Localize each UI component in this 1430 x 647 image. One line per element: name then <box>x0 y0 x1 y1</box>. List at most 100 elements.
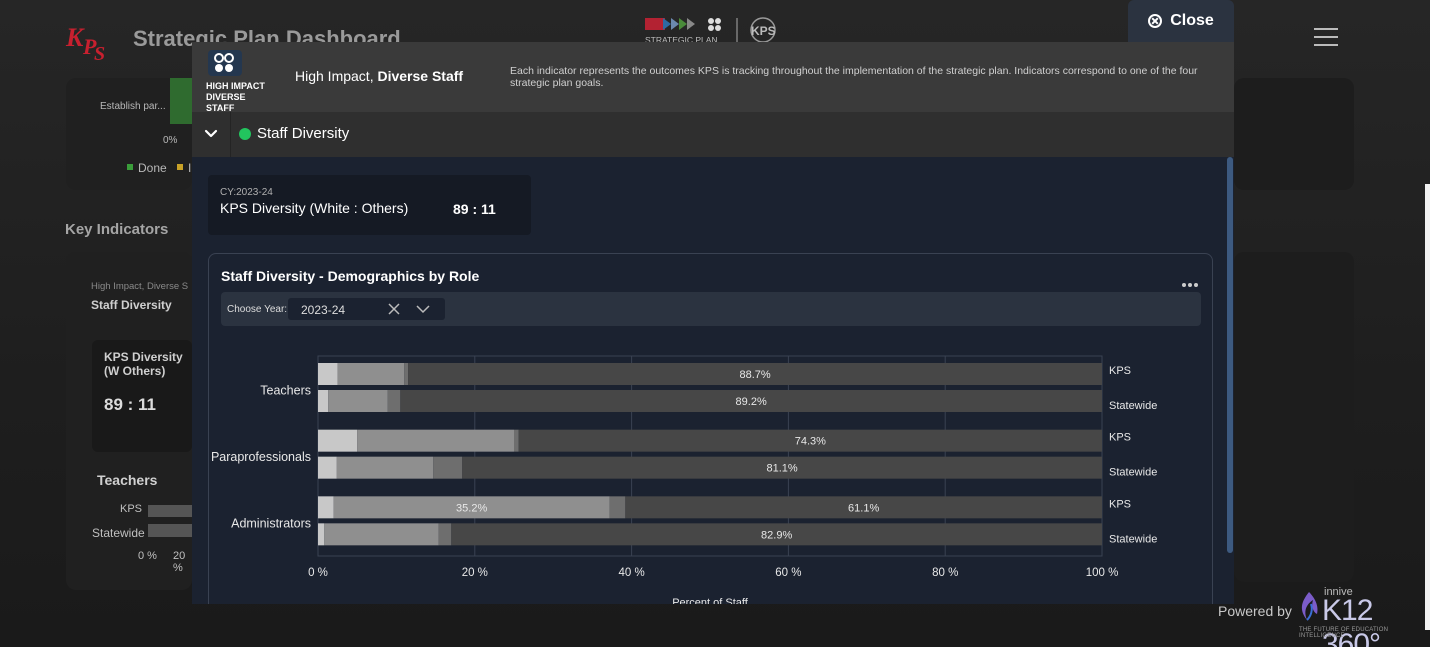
bg-card-title: Staff Diversity <box>91 298 172 312</box>
legend-done-swatch <box>127 164 133 170</box>
bg-tick-20: 20 % <box>173 550 186 574</box>
k12-360-logo-icon <box>1301 592 1318 621</box>
high-impact-diverse-staff-icon: HIGH IMPACT DIVERSE STAFF <box>206 50 274 113</box>
bar-segment <box>387 390 401 412</box>
goal-name: High Impact, Diverse Staff <box>295 68 463 84</box>
key-indicators-heading: Key Indicators <box>65 221 169 238</box>
data-label: 81.1% <box>767 463 798 475</box>
svg-text:KPS: KPS <box>751 24 776 38</box>
bar-segment <box>408 363 1102 385</box>
clear-selection-icon[interactable] <box>387 302 401 316</box>
goal-icon-label-2: DIVERSE STAFF <box>206 92 246 113</box>
data-label: 61.1% <box>848 502 879 514</box>
bg-kpi-name: KPS Diversity (W Others) <box>104 350 183 378</box>
close-circle-icon <box>1148 14 1163 28</box>
people-circles-icon <box>208 50 242 76</box>
powered-by-label: Powered by <box>1218 603 1292 619</box>
bg-bar-statewide <box>148 524 192 537</box>
collapse-chevron-icon[interactable] <box>203 126 219 142</box>
background-indicator-card: High Impact, Diverse S Staff Diversity K… <box>66 252 192 590</box>
bar-segment <box>328 390 388 412</box>
bg-progress-bar <box>170 78 192 124</box>
hamburger-menu-icon[interactable] <box>1314 28 1338 48</box>
bar-segment <box>518 429 1102 452</box>
background-right-panel-top <box>1234 78 1354 190</box>
category-label: Teachers <box>260 383 311 397</box>
vendor-tagline: THE FUTURE OF EDUCATION INTELLIGENCE <box>1299 627 1389 639</box>
demographics-chart-card: Staff Diversity - Demographics by Role C… <box>208 253 1213 604</box>
more-options-icon[interactable] <box>1182 274 1202 287</box>
x-tick-label: 60 % <box>775 567 801 579</box>
window-edge <box>1425 184 1430 630</box>
data-label: 88.7% <box>739 369 770 381</box>
bar-segment <box>318 363 338 385</box>
year-select-value: 2023-24 <box>301 303 346 317</box>
strategic-plan-logo: STRATEGIC PLAN KPS <box>645 17 776 44</box>
bg-row-kps: KPS <box>120 503 143 515</box>
legend-other-label: I <box>188 161 192 175</box>
goal-name-prefix: High Impact, <box>295 68 378 84</box>
bar-row-label: KPS <box>1109 432 1131 444</box>
bar-segment <box>462 456 1102 479</box>
bar-segment <box>318 429 358 452</box>
bg-kpi-card: KPS Diversity (W Others) 89 : 11 <box>92 340 192 452</box>
close-button-label: Close <box>1170 12 1214 29</box>
bar-segment <box>609 496 626 519</box>
bg-teachers-label: Teachers <box>97 472 158 488</box>
kpi-card: CY:2023-24 KPS Diversity (White : Others… <box>208 175 531 235</box>
bar-segment <box>337 363 405 385</box>
bar-segment <box>318 390 329 412</box>
year-select[interactable]: 2023-24 <box>288 298 445 320</box>
indicator-modal: HIGH IMPACT DIVERSE STAFF High Impact, D… <box>192 42 1234 604</box>
bar-segment <box>625 496 1102 519</box>
bg-row-statewide: Statewide <box>92 526 145 540</box>
bar-segment <box>514 429 519 452</box>
dropdown-chevron-icon[interactable] <box>416 303 430 315</box>
bar-segment <box>333 496 610 519</box>
bar-segment <box>324 523 439 546</box>
bg-zero-label: 0% <box>163 135 178 146</box>
category-label: Administrators <box>231 517 311 531</box>
legend-done-label: Done <box>138 161 167 175</box>
bar-segment <box>438 523 452 546</box>
x-tick-label: 80 % <box>932 567 958 579</box>
bar-segment <box>318 456 337 479</box>
bar-segment <box>433 456 463 479</box>
vendor-main-label: K12 360° <box>1322 594 1381 647</box>
close-button[interactable]: Close <box>1128 0 1234 42</box>
svg-text:S: S <box>94 43 105 62</box>
bar-segment <box>336 456 434 479</box>
data-label: 89.2% <box>736 396 767 408</box>
background-right-panel-bottom <box>1234 252 1354 582</box>
bar-segment <box>404 363 409 385</box>
kpi-name: KPS Diversity (White : Others) <box>220 200 409 216</box>
strategic-plan-logo-text: STRATEGIC PLAN <box>645 35 718 44</box>
scrollbar-thumb[interactable] <box>1227 157 1233 553</box>
x-tick-label: 40 % <box>618 567 644 579</box>
section-title: Staff Diversity <box>257 125 350 142</box>
bar-row-label: Statewide <box>1109 533 1157 545</box>
data-label: 35.2% <box>456 502 487 514</box>
kpi-value: 89 : 11 <box>453 201 496 217</box>
goal-header: HIGH IMPACT DIVERSE STAFF High Impact, D… <box>192 42 1234 113</box>
x-tick-label: 20 % <box>462 567 488 579</box>
section-divider <box>230 112 231 157</box>
legend-other-swatch <box>177 164 183 170</box>
bg-bar-label: Establish par... <box>100 101 166 112</box>
category-label: Paraprofessionals <box>211 450 311 464</box>
data-label: 82.9% <box>761 529 792 541</box>
svg-text:K: K <box>65 23 85 52</box>
goal-description: Each indicator represents the outcomes K… <box>510 65 1198 89</box>
bar-segment <box>318 523 325 546</box>
data-label: 74.3% <box>795 436 826 448</box>
kpi-year: CY:2023-24 <box>220 187 273 198</box>
section-header[interactable]: Staff Diversity <box>192 112 1234 157</box>
bg-bar-kps <box>148 505 192 517</box>
bar-row-label: Statewide <box>1109 467 1157 479</box>
bg-crumb: High Impact, Diverse S <box>91 281 189 292</box>
x-axis-title: Percent of Staff <box>672 597 749 604</box>
bar-row-label: KPS <box>1109 498 1131 510</box>
bg-kpi-value: 89 : 11 <box>104 395 156 414</box>
chart-title: Staff Diversity - Demographics by Role <box>221 268 480 284</box>
vendor-small-label: innive <box>1324 586 1353 598</box>
